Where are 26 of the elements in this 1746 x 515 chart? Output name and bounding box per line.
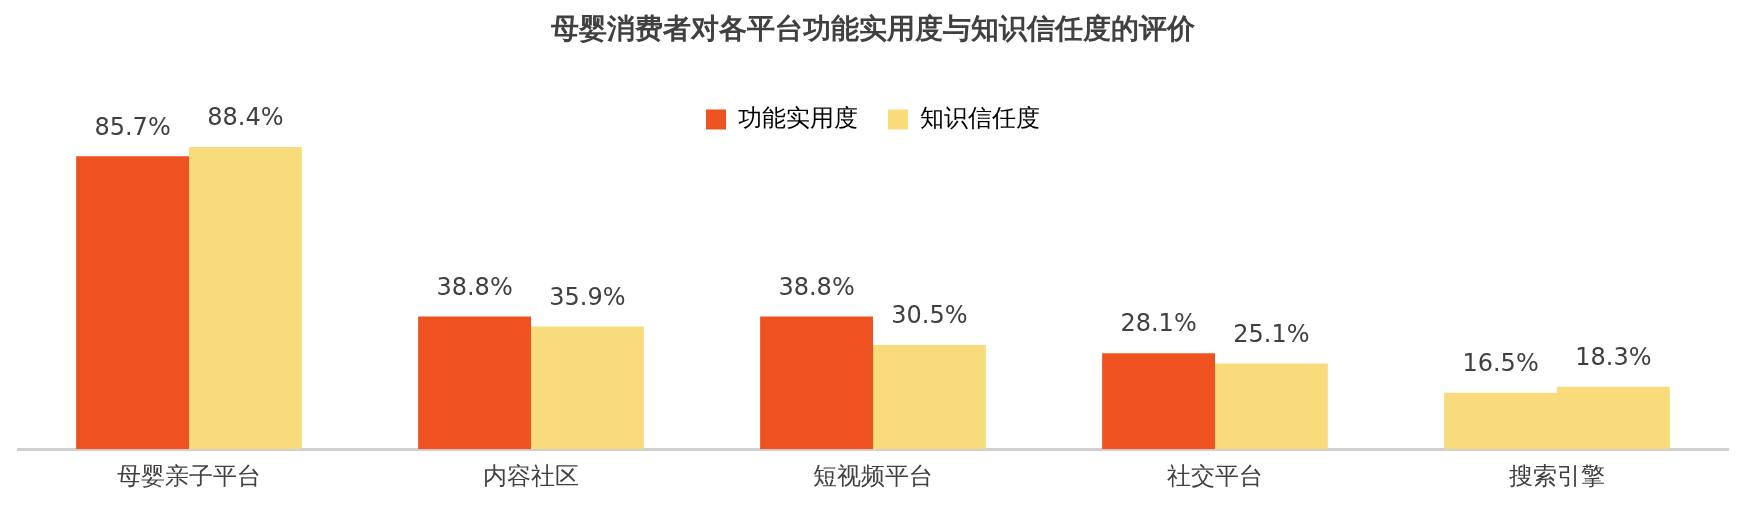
legend-label: 功能实用度 — [738, 103, 858, 132]
x-tick-label: 社交平台 — [1167, 461, 1263, 490]
data-label: 30.5% — [891, 301, 968, 330]
data-label: 18.3% — [1575, 342, 1652, 371]
x-tick-label: 母婴亲子平台 — [117, 461, 261, 490]
data-label: 38.8% — [778, 272, 855, 301]
bar — [76, 156, 189, 450]
data-label: 25.1% — [1233, 319, 1310, 348]
x-tick-label: 搜索引擎 — [1509, 461, 1605, 490]
x-tick-label: 内容社区 — [483, 461, 579, 490]
bar — [1215, 363, 1328, 450]
data-label: 16.5% — [1462, 349, 1539, 378]
data-label: 35.9% — [549, 282, 626, 311]
bar — [873, 344, 986, 450]
data-label: 88.4% — [207, 103, 284, 132]
bar — [1102, 353, 1215, 450]
data-label: 28.1% — [1120, 309, 1197, 338]
bar — [531, 326, 644, 450]
data-label: 38.8% — [436, 272, 513, 301]
bar — [189, 147, 302, 450]
legend-label: 知识信任度 — [920, 103, 1040, 132]
data-label: 85.7% — [94, 112, 171, 141]
bar — [760, 316, 873, 450]
chart-title: 母婴消费者对各平台功能实用度与知识信任度的评价 — [550, 12, 1196, 46]
bar — [418, 316, 531, 450]
x-tick-label: 短视频平台 — [813, 461, 933, 490]
